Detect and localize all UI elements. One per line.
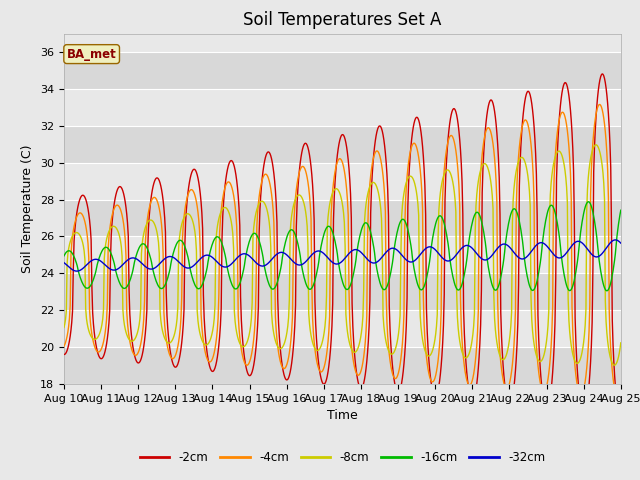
-32cm — [128, 255, 136, 261]
-16cm — [410, 265, 418, 271]
-32cm — [411, 258, 419, 264]
Line: -2cm: -2cm — [64, 74, 621, 418]
Y-axis label: Soil Temperature (C): Soil Temperature (C) — [22, 144, 35, 273]
-32cm — [74, 268, 81, 274]
-16cm — [127, 273, 135, 279]
-2cm — [617, 415, 625, 421]
-4cm — [127, 345, 135, 351]
-8cm — [70, 231, 78, 237]
-32cm — [185, 265, 193, 271]
Bar — [64, 273, 621, 310]
-16cm — [617, 207, 625, 213]
-32cm — [617, 240, 625, 246]
-2cm — [70, 238, 78, 244]
-16cm — [70, 254, 78, 260]
Line: -16cm: -16cm — [64, 202, 621, 291]
-16cm — [60, 253, 68, 259]
-8cm — [617, 340, 625, 346]
Bar — [64, 237, 621, 273]
-4cm — [60, 343, 68, 349]
-16cm — [214, 234, 221, 240]
Bar — [64, 200, 621, 237]
-16cm — [584, 199, 592, 204]
-4cm — [410, 140, 418, 146]
-4cm — [184, 192, 192, 198]
-4cm — [596, 102, 604, 108]
-16cm — [603, 288, 611, 294]
-8cm — [184, 211, 192, 216]
-8cm — [611, 362, 618, 368]
-4cm — [70, 224, 78, 229]
-2cm — [598, 71, 606, 77]
Bar — [64, 163, 621, 200]
-2cm — [60, 352, 68, 358]
-2cm — [214, 354, 221, 360]
-4cm — [617, 390, 625, 396]
X-axis label: Time: Time — [327, 409, 358, 422]
-8cm — [127, 338, 135, 344]
-4cm — [214, 327, 221, 333]
-32cm — [612, 237, 620, 243]
-2cm — [127, 332, 135, 337]
Bar — [64, 310, 621, 347]
Line: -32cm: -32cm — [64, 240, 621, 271]
-32cm — [60, 260, 68, 265]
Line: -4cm: -4cm — [64, 105, 621, 398]
Title: Soil Temperatures Set A: Soil Temperatures Set A — [243, 11, 442, 29]
-8cm — [214, 224, 221, 229]
-16cm — [184, 254, 192, 260]
Line: -8cm: -8cm — [64, 145, 621, 365]
-32cm — [214, 260, 222, 266]
-32cm — [70, 268, 78, 274]
Legend: -2cm, -4cm, -8cm, -16cm, -32cm: -2cm, -4cm, -8cm, -16cm, -32cm — [135, 447, 550, 469]
Bar — [64, 52, 621, 89]
-8cm — [592, 142, 600, 148]
Bar — [64, 347, 621, 384]
Bar — [64, 126, 621, 163]
-8cm — [410, 179, 418, 184]
-2cm — [184, 190, 192, 196]
-8cm — [426, 352, 434, 358]
Text: BA_met: BA_met — [67, 48, 116, 60]
-2cm — [426, 373, 434, 379]
-4cm — [614, 396, 621, 401]
-2cm — [410, 120, 418, 126]
-8cm — [60, 324, 68, 330]
-16cm — [426, 253, 434, 259]
Bar — [64, 89, 621, 126]
-4cm — [426, 376, 434, 382]
-32cm — [428, 244, 435, 250]
